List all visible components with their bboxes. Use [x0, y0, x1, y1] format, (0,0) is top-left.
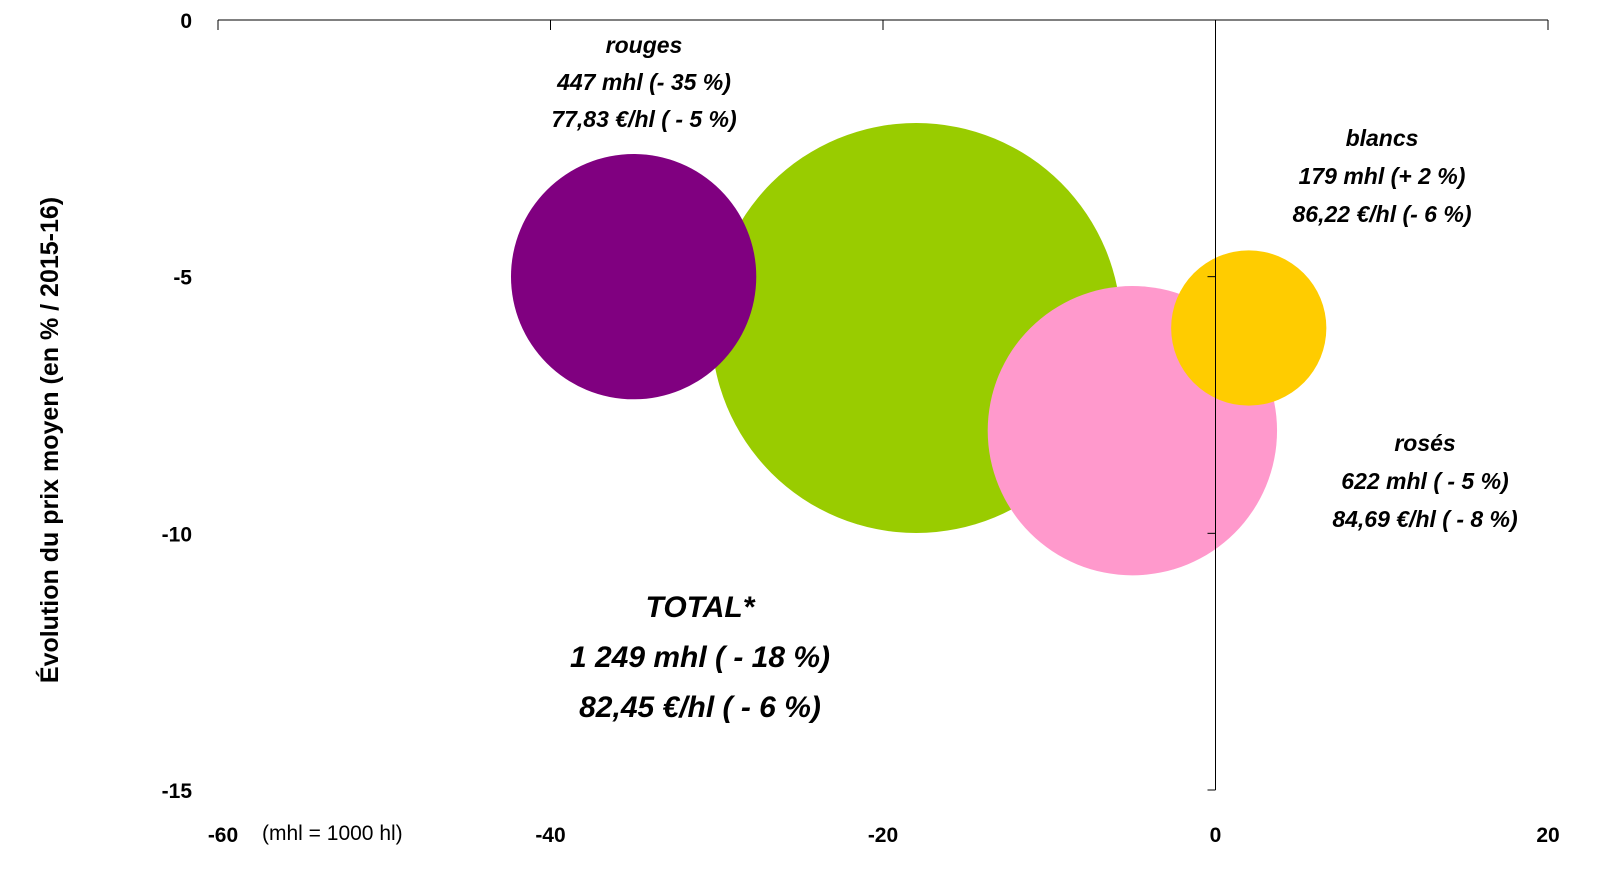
label-line: rouges: [606, 32, 683, 58]
label-blancs: blancs 179 mhl (+ 2 %) 86,22 €/hl (- 6 %): [1293, 125, 1472, 227]
label-ross: rosés 622 mhl ( - 5 %) 84,69 €/hl ( - 8 %): [1332, 430, 1517, 532]
label-line: 622 mhl ( - 5 %): [1341, 468, 1508, 494]
label-line: 84,69 €/hl ( - 8 %): [1332, 506, 1517, 532]
x-tick-label: 0: [1210, 824, 1222, 847]
y-tick-label: -5: [173, 267, 192, 290]
label-line: TOTAL*: [646, 591, 756, 624]
label-total: TOTAL* 1 249 mhl ( - 18 %) 82,45 €/hl ( - …: [570, 591, 830, 724]
tick-labels: -60 -40 -20 0 20 0 -5 -10 -15: [162, 10, 1560, 847]
label-line: 82,45 €/hl ( - 6 %): [579, 691, 821, 724]
label-line: 1 249 mhl ( - 18 %): [570, 641, 830, 674]
y-tick-label: -15: [162, 780, 193, 803]
data-labels: TOTAL* 1 249 mhl ( - 18 %) 82,45 €/hl ( - …: [551, 32, 1517, 724]
y-tick-label: -10: [162, 523, 192, 546]
label-line: 77,83 €/hl ( - 5 %): [551, 106, 736, 132]
label-line: blancs: [1346, 125, 1419, 151]
label-line: rosés: [1394, 430, 1455, 456]
x-tick-label: -60: [208, 824, 238, 847]
x-tick-label: -20: [868, 824, 898, 847]
axes-layer: [217, 19, 1549, 791]
label-line: 179 mhl (+ 2 %): [1299, 163, 1466, 189]
unit-note: (mhl = 1000 hl): [262, 822, 403, 845]
label-line: 86,22 €/hl (- 6 %): [1293, 201, 1472, 227]
y-tick-label: 0: [180, 10, 192, 33]
label-rouges: rouges 447 mhl (- 35 %) 77,83 €/hl ( - 5 %…: [551, 32, 736, 132]
y-axis-title: Évolution du prix moyen (en % / 2015-16): [35, 197, 64, 683]
x-tick-label: -40: [535, 824, 565, 847]
bubble-rouges: [510, 154, 757, 400]
label-line: 447 mhl (- 35 %): [556, 69, 731, 95]
bubbles-layer: [510, 123, 1327, 576]
x-tick-label: 20: [1536, 824, 1559, 847]
bubble-blancs: [1171, 250, 1327, 406]
